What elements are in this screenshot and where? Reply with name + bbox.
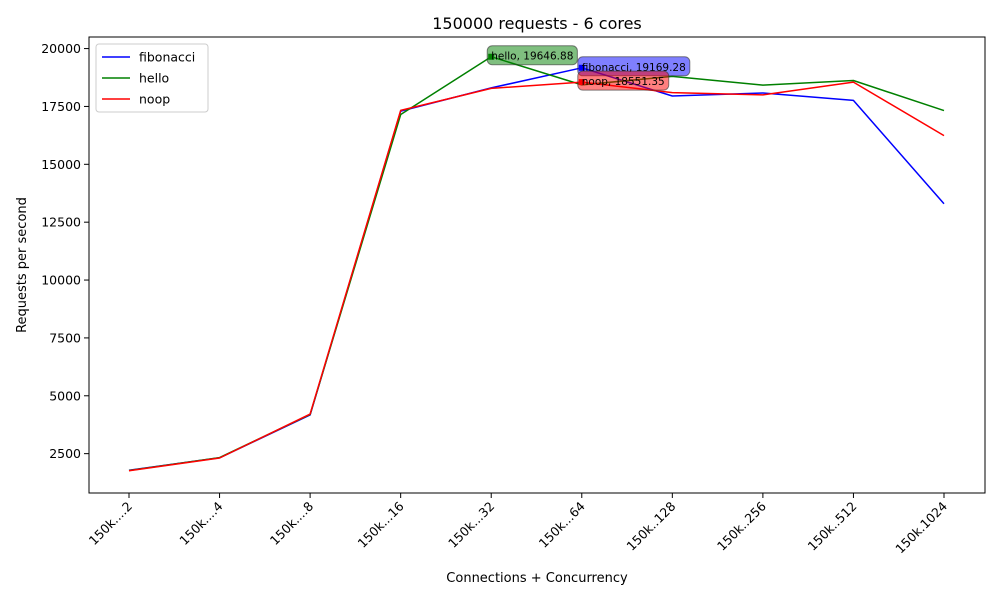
y-tick-label: 5000 [49,388,81,403]
legend-frame [95,43,209,113]
x-axis: 150k....2 150k....4 150k....8 150k...16 150k… [86,493,950,556]
y-tick-label: 12500 [41,215,81,230]
x-tick-label: 150k..256 [714,498,769,553]
y-axis-label: Requests per second [15,197,30,333]
x-tick-label: 150k...16 [355,498,407,550]
y-tick-label: 15000 [41,157,81,172]
annotation-text: hello, 19646.88 [491,51,573,63]
y-tick-label: 17500 [41,99,81,114]
y-tick-label: 2500 [49,446,81,461]
x-tick-label: 150k....8 [267,498,316,547]
y-axis: 2500 5000 7500 10000 12500 15000 17500 20000 [41,41,89,461]
annotation-label: hello, 19646.88 [486,45,578,66]
x-tick-label: 150k...32 [445,499,497,551]
legend-label-noop: noop [139,92,170,107]
series-lines [128,55,945,472]
legend-label-hello: hello [139,71,169,86]
legend-label-fibonacci: fibonacci [139,50,195,65]
series-line-fibonacci [128,67,945,472]
x-tick-label: 150k....2 [86,499,135,548]
x-tick-label: 150k....4 [176,498,225,547]
x-tick-label: 150k..512 [804,499,859,554]
x-axis-label: Connections + Concurrency [446,571,628,586]
y-tick-label: 20000 [41,41,81,56]
annotation-text: noop, 18551.35 [582,76,665,88]
annotation-box [486,45,578,66]
x-tick-label: 150k...64 [536,498,588,550]
legend: fibonacci hello noop [95,43,209,113]
chart-title: 150000 requests - 6 cores [432,14,642,33]
x-tick-label: 150k..128 [623,498,678,553]
y-tick-label: 7500 [49,330,81,345]
annotation-label: noop, 18551.35 [577,70,670,91]
y-tick-label: 10000 [41,273,81,288]
series-line-hello [128,55,945,472]
series-line-noop [128,81,945,472]
annotation-box [577,70,670,91]
plot-area-frame [88,36,986,494]
x-tick-label: 150k.1024 [892,498,950,556]
